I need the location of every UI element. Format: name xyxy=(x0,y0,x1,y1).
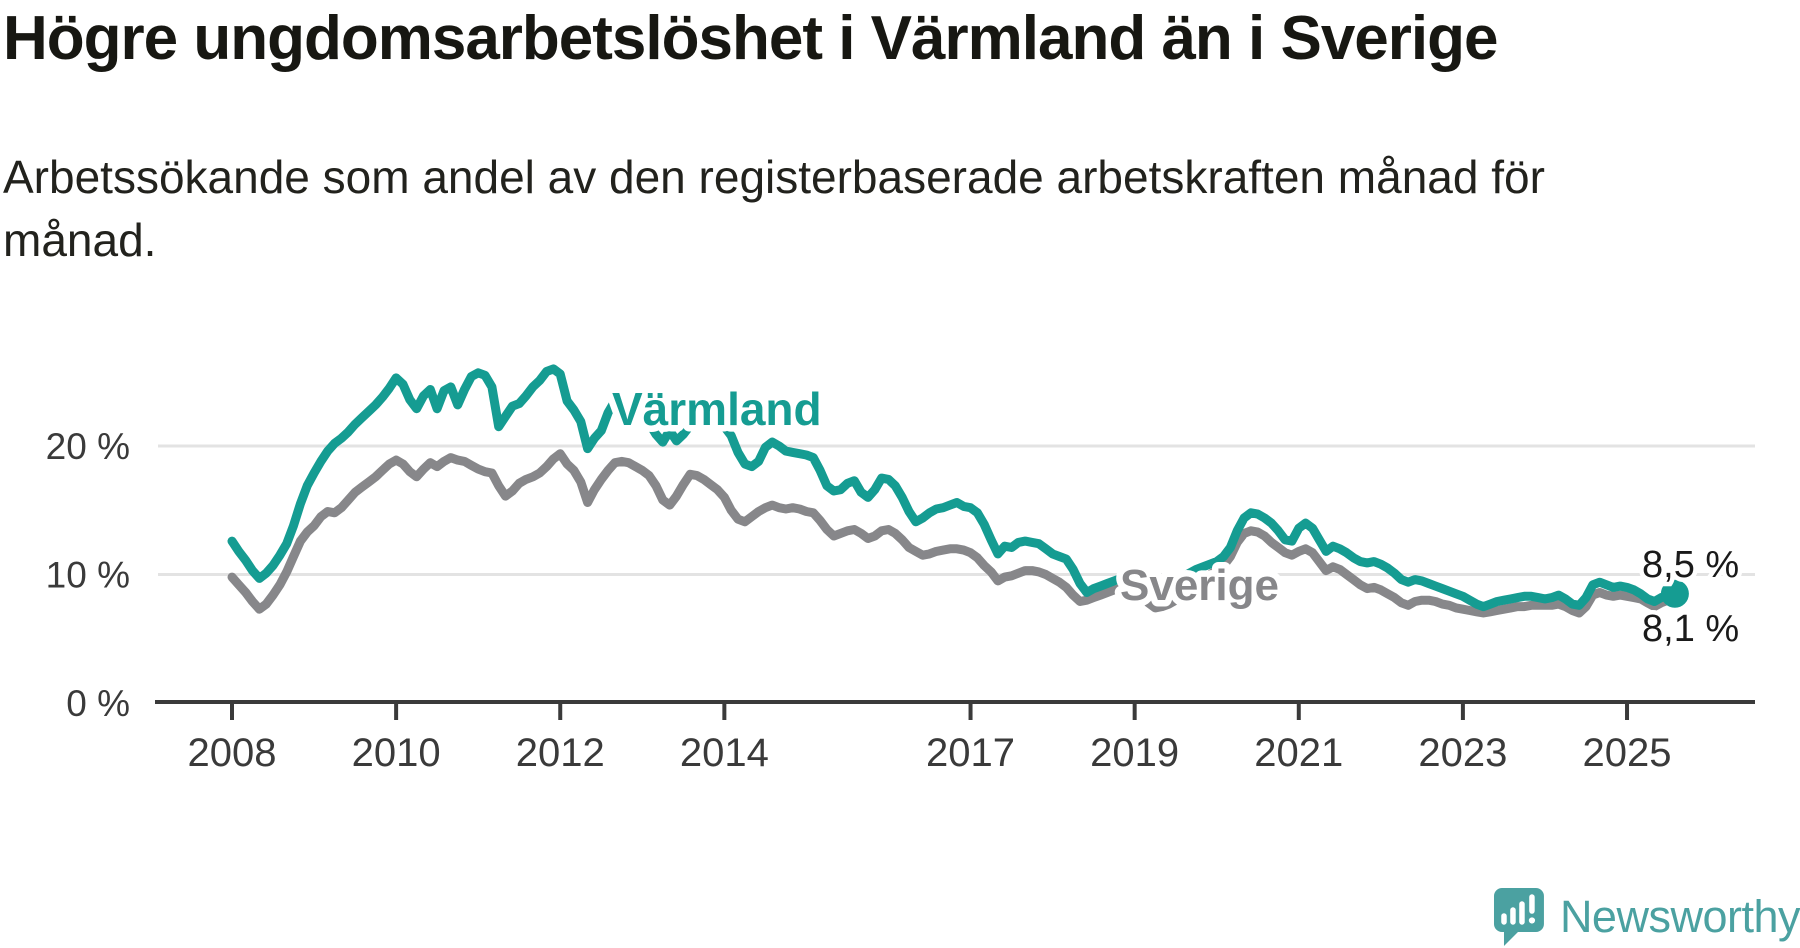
series-label-sverige: Sverige xyxy=(1120,561,1279,610)
series-label-värmland: Värmland xyxy=(612,383,822,435)
newsworthy-bubble-icon xyxy=(1493,888,1544,946)
chart-subtitle: Arbetssökande som andel av den registerb… xyxy=(3,146,1763,272)
series-line-sverige xyxy=(227,449,1680,618)
y-axis-label-0: 0 % xyxy=(66,683,130,724)
x-axis-label-2012: 2012 xyxy=(516,731,605,775)
page-title: Högre ungdomsarbetslöshet i Värmland än … xyxy=(3,4,1499,73)
series-end-dot-värmland xyxy=(1660,579,1689,608)
newsworthy-wordmark: Newsworthy xyxy=(1559,891,1800,942)
end-value-label-värmland: 8,5 % xyxy=(1642,544,1739,586)
subtitle-line-1: Arbetssökande som andel av den registerb… xyxy=(3,151,1545,203)
subtitle-line-2: månad. xyxy=(3,214,157,266)
y-axis-label-10: 10 % xyxy=(46,555,130,596)
y-axis-label-20: 20 % xyxy=(46,426,130,467)
x-axis-label-2023: 2023 xyxy=(1418,731,1507,775)
x-axis-label-2021: 2021 xyxy=(1254,731,1343,775)
series-line-värmland xyxy=(227,364,1680,612)
newsworthy-logo[interactable]: Newsworthy xyxy=(1490,886,1800,948)
x-axis-label-2017: 2017 xyxy=(926,731,1015,775)
x-axis-label-2014: 2014 xyxy=(680,731,769,775)
x-axis-label-2008: 2008 xyxy=(188,731,277,775)
x-axis-label-2010: 2010 xyxy=(352,731,441,775)
x-axis-label-2019: 2019 xyxy=(1090,731,1179,775)
end-value-label-sverige: 8,1 % xyxy=(1642,608,1739,650)
x-axis-label-2025: 2025 xyxy=(1583,731,1672,775)
